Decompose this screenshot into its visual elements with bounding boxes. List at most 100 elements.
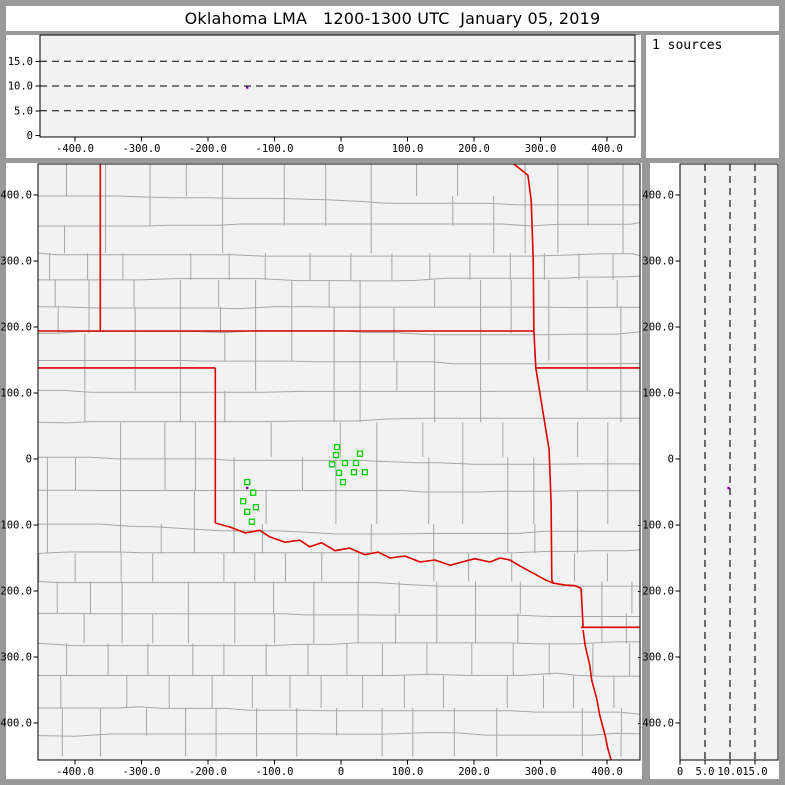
tick-label: -300.0 [123,143,161,155]
lma-station-marker [328,461,336,468]
tick-label: -100.0 [256,766,294,778]
tick-label: 300.0 [525,143,557,155]
tick-label: -300.0 [123,766,161,778]
tick-label: 200.0 [0,322,32,334]
axis-ticks-and-labels: 05.010.015.0-400.0 -300.0 -200.0 -100.0 0 100… [0,56,768,778]
county-line [38,456,640,465]
tick-label: 0 [27,130,33,142]
ns-altitude-frame [679,163,779,761]
source-points [246,86,730,490]
vhf-source-point [246,486,249,490]
county-line [38,360,640,365]
lma-station-marker [339,478,347,486]
tick-label: 10.0 [8,81,33,93]
title-bar: Oklahoma LMA 1200-1300 UTC January 05, 2… [6,6,779,31]
tick-label: 15.0 [8,56,33,68]
tick-label: -300.0 [636,652,674,664]
lma-station-marker [333,443,341,451]
county-grid [38,164,640,757]
lma-station-marker [332,451,340,459]
tick-label: 100.0 [392,766,424,778]
tick-label: 0 [338,766,344,778]
state-borders [38,164,640,760]
lma-station-marker [335,469,343,477]
state-border-line [580,588,584,628]
tick-label: -100.0 [256,143,294,155]
plan-view-frame [37,163,641,761]
tick-label: 200.0 [458,766,490,778]
tick-label: -200.0 [189,766,227,778]
county-line [38,389,640,393]
source-count-label: 1 sources [652,38,723,53]
county-line [38,195,640,206]
lma-station-marker [352,459,360,467]
tick-label: 400.0 [591,143,623,155]
county-line [38,641,640,647]
county-line [38,523,640,535]
tick-label: 5.0 [696,766,715,778]
tick-label: 5.0 [14,105,33,117]
tick-label: 300.0 [525,766,557,778]
tick-label: 0 [338,143,344,155]
tick-label: -300.0 [0,652,32,664]
vhf-source-point [246,86,249,89]
county-line [38,612,640,617]
county-line [38,222,640,227]
plan-view-plot-bg [38,164,640,760]
lma-stations [240,443,369,525]
tick-label: -200.0 [189,143,227,155]
tick-label: 300.0 [642,256,674,268]
tick-label: 300.0 [0,256,32,268]
tick-label: 200.0 [642,322,674,334]
county-line [38,581,640,587]
county-line [38,417,640,424]
county-line [38,252,640,257]
state-border-line [215,522,582,590]
tick-label: -400.0 [0,718,32,730]
county-line [38,549,640,554]
state-border-line [513,164,554,584]
lma-station-marker [350,469,358,476]
tick-label: 15.0 [742,766,767,778]
tick-label: 100.0 [392,143,424,155]
tick-label: 100.0 [642,388,674,400]
lma-station-marker [252,504,260,511]
tick-label: -400.0 [636,718,674,730]
tick-label: 100.0 [0,388,32,400]
county-line [38,732,640,737]
county-line [38,275,640,282]
tick-label: 400.0 [642,190,674,202]
tick-label: -100.0 [636,520,674,532]
lma-station-marker [244,478,251,486]
tick-label: -400.0 [56,143,94,155]
vhf-source-point [727,486,730,490]
lma-station-marker [361,469,369,476]
lma-station-marker [250,489,257,496]
tick-label: 200.0 [458,143,490,155]
tick-label: 0 [668,454,674,466]
county-line [38,306,640,310]
tick-label: 0 [26,454,32,466]
lma-station-marker [244,508,251,515]
ns-altitude-plot-bg [680,164,778,760]
tick-label: -200.0 [636,586,674,598]
tick-label: -100.0 [0,520,32,532]
source-counter-panel: 1 sources [646,35,779,158]
lma-station-marker [341,459,349,467]
tick-label: 10.0 [717,766,742,778]
tick-label: -400.0 [56,766,94,778]
county-line [38,706,640,715]
tick-label: -200.0 [0,586,32,598]
tick-label: 0 [677,766,683,778]
lma-station-marker [240,498,247,505]
lma-station-marker [248,518,256,525]
lma-station-marker [356,450,364,457]
state-border-line [582,629,612,760]
tick-label: 400.0 [591,766,623,778]
county-line [38,672,640,677]
county-line [38,489,640,493]
page-title: Oklahoma LMA 1200-1300 UTC January 05, 2… [184,9,601,28]
tick-label: 400.0 [0,190,32,202]
